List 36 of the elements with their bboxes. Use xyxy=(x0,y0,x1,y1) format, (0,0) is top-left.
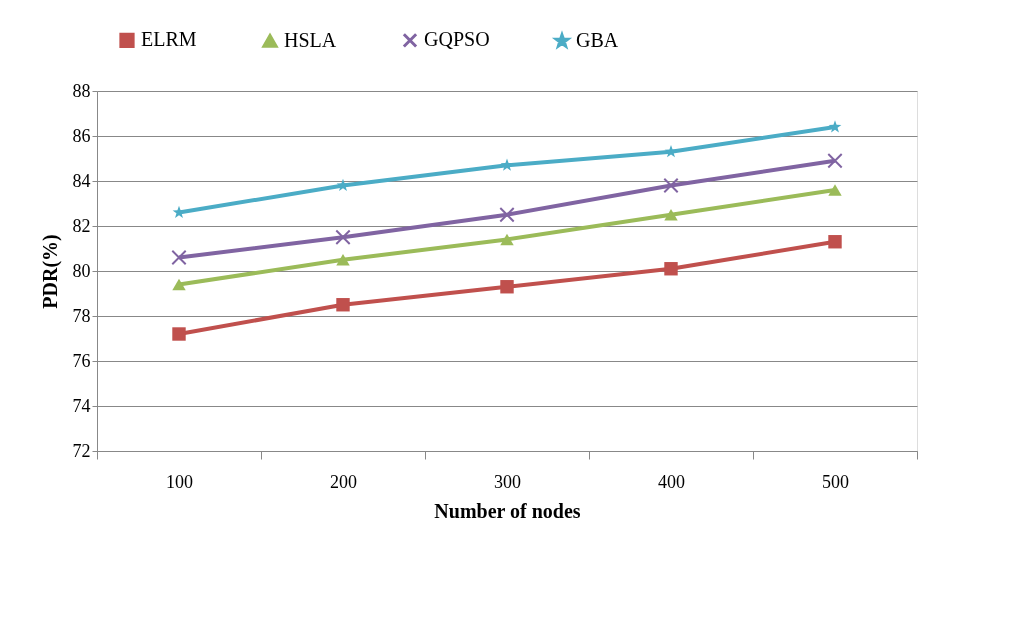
point xyxy=(499,207,515,223)
legend-label: GQPSO xyxy=(424,28,490,51)
point xyxy=(664,208,678,221)
y-tick-label: 76 xyxy=(72,350,91,371)
point xyxy=(828,235,842,249)
legend-label: HSLA xyxy=(284,28,337,51)
point xyxy=(336,253,350,266)
point xyxy=(827,153,843,169)
y-tick-label: 82 xyxy=(72,215,91,236)
x-tick-label: 400 xyxy=(658,471,685,492)
y-tick-label: 74 xyxy=(72,395,91,416)
point xyxy=(500,233,514,246)
y-tick-label: 88 xyxy=(72,80,91,101)
point xyxy=(172,327,186,341)
legend-label: GBA xyxy=(576,29,619,52)
point xyxy=(500,280,514,294)
point xyxy=(335,229,351,245)
x-tick-label: 100 xyxy=(166,471,193,492)
y-tick-label: 72 xyxy=(72,440,91,461)
x-tick-label: 300 xyxy=(494,471,521,492)
point xyxy=(171,249,187,266)
x-axis-title: Number of nodes xyxy=(434,499,581,522)
point xyxy=(336,298,350,312)
y-tick-label: 84 xyxy=(72,170,91,191)
legend-label: ELRM xyxy=(141,28,197,51)
y-tick-label: 80 xyxy=(72,260,91,281)
x-tick-label: 500 xyxy=(822,471,849,492)
point xyxy=(828,184,842,196)
x-tick-label: 200 xyxy=(330,471,357,492)
y-tick-label: 86 xyxy=(72,125,91,146)
y-tick-label: 78 xyxy=(72,305,91,326)
point xyxy=(172,278,186,291)
point xyxy=(663,177,679,194)
point xyxy=(664,262,678,276)
point xyxy=(828,120,842,133)
y-axis-title: PDR(%) xyxy=(38,234,62,309)
